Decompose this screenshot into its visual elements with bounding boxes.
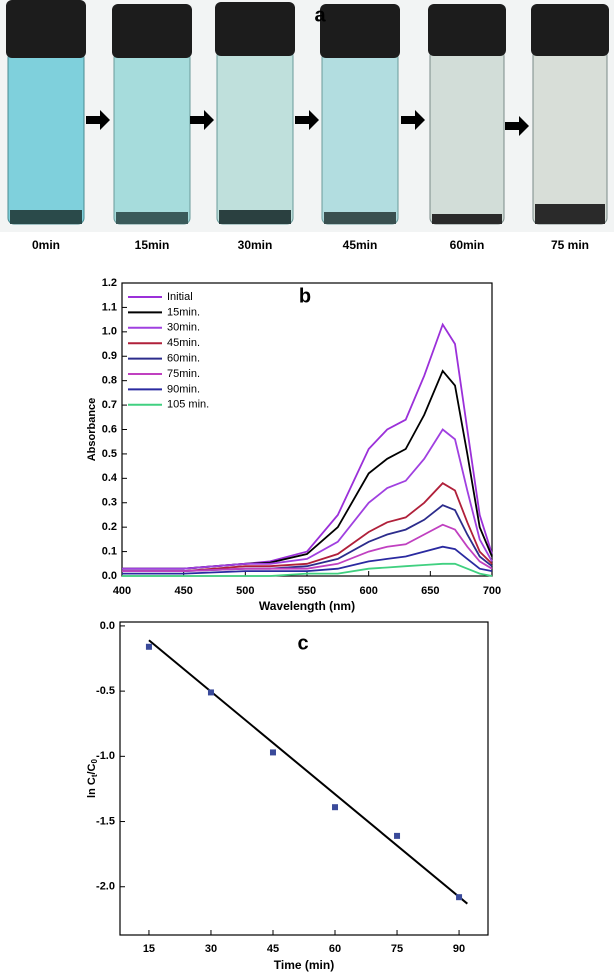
legend-label: 45min. <box>167 337 200 349</box>
legend-label: Initial <box>167 291 193 303</box>
y-tick-label: 0.5 <box>102 448 117 460</box>
arrow <box>190 110 214 130</box>
y-tick-label: 0.2 <box>102 521 117 533</box>
series-line <box>122 545 493 575</box>
x-tick-label: 90 <box>453 943 465 955</box>
y-tick-label: -2.0 <box>96 881 115 893</box>
series-line <box>122 482 493 572</box>
x-tick-label: 75 <box>391 943 403 955</box>
fit-line <box>148 639 468 905</box>
legend-label: 105 min. <box>167 399 209 411</box>
y-tick-label: -1.5 <box>96 815 115 827</box>
y-axis-label: ln Ct/C0 <box>86 759 99 798</box>
vial-caption: 75 min <box>551 238 589 252</box>
x-tick-label: 450 <box>174 585 192 597</box>
x-tick-label: 600 <box>359 585 377 597</box>
legend-label: 60min. <box>167 353 200 365</box>
y-tick-label: 0.1 <box>102 545 117 557</box>
legend-label: 90min. <box>167 383 200 395</box>
point <box>456 894 463 901</box>
x-tick-label: 15 <box>143 943 155 955</box>
vial <box>112 4 192 225</box>
panel-label: a <box>314 4 326 26</box>
y-tick-label: 0.4 <box>102 472 118 484</box>
series-line <box>122 428 493 570</box>
vial <box>215 2 295 225</box>
arrow <box>505 116 529 136</box>
y-axis-label: Absorbance <box>86 398 98 462</box>
arrow <box>86 110 110 130</box>
vial <box>320 4 400 225</box>
point <box>207 689 214 696</box>
arrow <box>401 110 425 130</box>
x-tick-label: 650 <box>421 585 439 597</box>
panel-label: b <box>299 285 311 307</box>
vial-caption: 60min <box>450 238 485 252</box>
point <box>332 804 339 811</box>
legend-label: 30min. <box>167 322 200 334</box>
point <box>394 832 401 839</box>
y-tick-label: -1.0 <box>96 750 115 762</box>
y-axis-label-part: ln C <box>86 777 98 798</box>
arrow <box>295 110 319 130</box>
vial-photos: a <box>0 0 614 232</box>
y-tick-label: 0.6 <box>102 423 117 435</box>
y-tick-label: 1.2 <box>102 277 117 289</box>
plot-frame <box>119 621 489 936</box>
y-tick-label: 1.1 <box>102 301 117 313</box>
x-axis-label: Time (min) <box>274 958 334 972</box>
vial <box>428 4 506 225</box>
y-tick-label: 0.8 <box>102 375 117 387</box>
y-tick-label: 0.0 <box>102 570 117 582</box>
y-tick-label: 1.0 <box>102 326 117 338</box>
y-axis-label-part: 0 <box>90 759 99 764</box>
y-tick-label: 0.9 <box>102 350 117 362</box>
series-line <box>122 504 493 572</box>
series-line <box>122 523 493 572</box>
legend-label: 75min. <box>167 368 200 380</box>
y-tick-label: 0.0 <box>100 620 115 632</box>
x-tick-label: 550 <box>298 585 316 597</box>
vial-caption: 45min <box>343 238 378 252</box>
x-axis-label: Wavelength (nm) <box>259 599 355 613</box>
point <box>145 643 152 650</box>
y-tick-label: -0.5 <box>96 685 115 697</box>
y-tick-label: 0.7 <box>102 399 117 411</box>
legend-label: 15min. <box>167 306 200 318</box>
x-tick-label: 45 <box>267 943 279 955</box>
y-axis-label-part: /C <box>86 763 98 774</box>
panel-label: c <box>297 632 308 654</box>
series-line <box>122 562 493 577</box>
x-tick-label: 500 <box>236 585 254 597</box>
x-tick-label: 60 <box>329 943 341 955</box>
vial <box>6 0 86 225</box>
arrows <box>86 110 529 136</box>
x-tick-label: 400 <box>113 585 131 597</box>
vial-caption: 30min <box>238 238 273 252</box>
x-tick-label: 700 <box>483 585 501 597</box>
x-tick-label: 30 <box>205 943 217 955</box>
point <box>269 749 276 756</box>
y-tick-label: 0.3 <box>102 497 117 509</box>
vial-caption: 0min <box>32 238 60 252</box>
vial-caption: 15min <box>135 238 170 252</box>
vial <box>531 4 609 225</box>
y-axis-label-part: t <box>90 774 99 777</box>
